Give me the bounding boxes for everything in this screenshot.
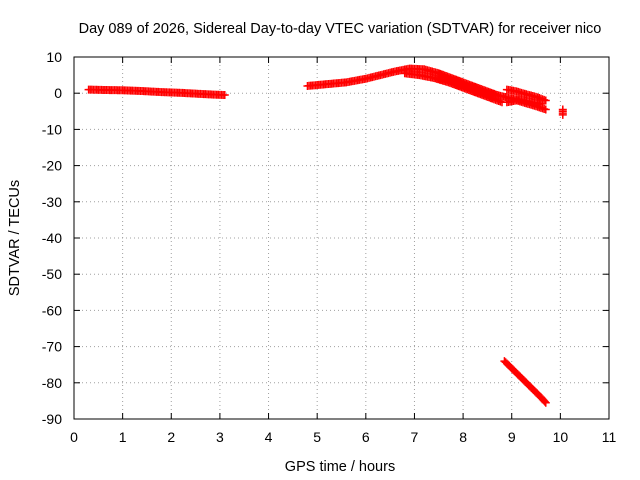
data-point-marker <box>541 105 550 114</box>
chart-title: Day 089 of 2026, Sidereal Day-to-day VTE… <box>79 21 602 37</box>
x-tick-label: 9 <box>508 429 516 445</box>
y-tick-label: -40 <box>42 230 62 246</box>
x-tick-label: 7 <box>411 429 419 445</box>
x-tick-label: 10 <box>553 429 569 445</box>
x-tick-label: 4 <box>265 429 273 445</box>
data-point-marker <box>541 96 550 105</box>
x-tick-label: 5 <box>313 429 321 445</box>
y-tick-label: 10 <box>46 49 62 65</box>
data-markers <box>84 64 567 407</box>
x-tick-label: 3 <box>216 429 224 445</box>
x-tick-label: 6 <box>362 429 370 445</box>
data-point-marker <box>220 91 229 100</box>
y-tick-label: -10 <box>42 121 62 137</box>
data-point-marker <box>558 110 567 119</box>
x-tick-label: 1 <box>119 429 127 445</box>
y-tick-label: -90 <box>42 411 62 427</box>
y-tick-label: -30 <box>42 194 62 210</box>
x-tick-label: 11 <box>602 429 617 445</box>
x-tick-label: 0 <box>70 429 78 445</box>
x-axis-label: GPS time / hours <box>285 459 395 475</box>
x-tick-label: 8 <box>459 429 467 445</box>
x-tick-label: 2 <box>167 429 175 445</box>
y-tick-label: -70 <box>42 339 62 355</box>
y-tick-label: -80 <box>42 375 62 391</box>
data-point-marker <box>540 397 549 406</box>
y-tick-label: 0 <box>54 85 62 101</box>
y-tick-label: -50 <box>42 266 62 282</box>
y-axis-label: SDTVAR / TECUs <box>7 180 23 296</box>
axis-ticks: 0 1 2 3 4 5 6 7 8 9 10 11 10 0 -10 -20 -30 -40 -50 -60 -70 -8… <box>42 49 617 445</box>
grid-lines <box>74 57 609 419</box>
y-tick-label: -60 <box>42 302 62 318</box>
y-tick-label: -20 <box>42 158 62 174</box>
data-point-marker <box>541 398 550 407</box>
